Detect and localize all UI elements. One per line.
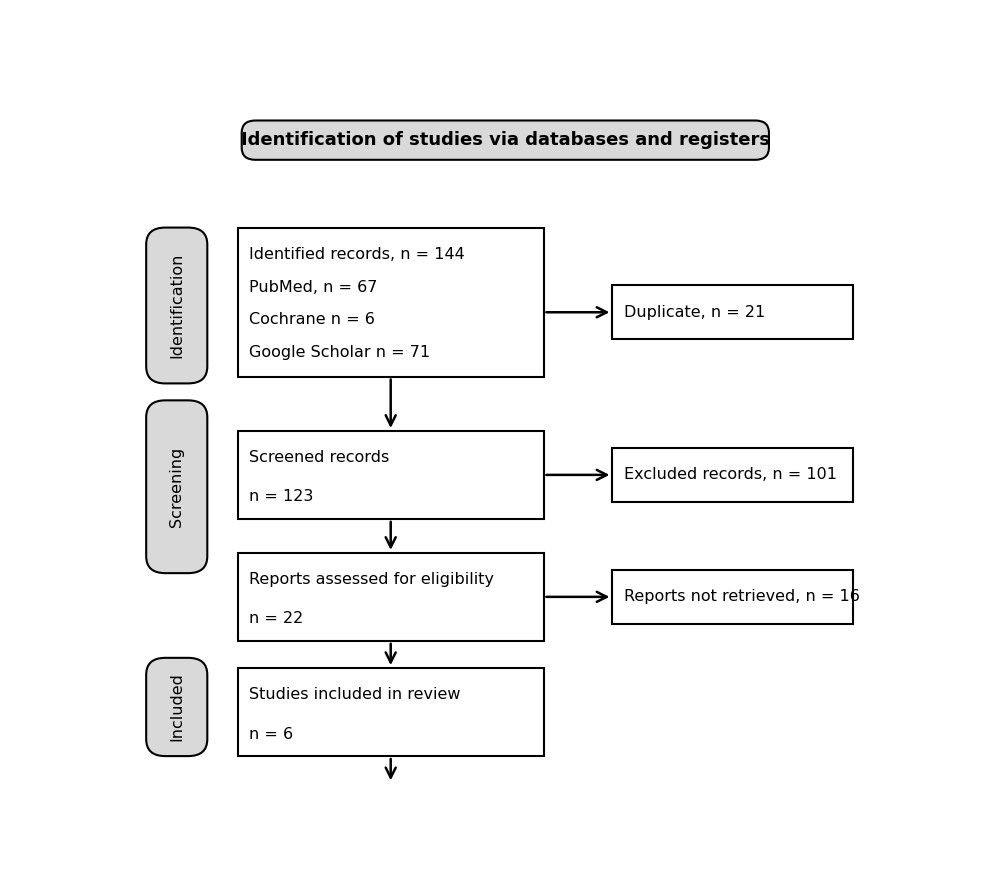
Text: n = 6: n = 6: [249, 727, 294, 742]
Text: Reports assessed for eligibility: Reports assessed for eligibility: [249, 572, 494, 587]
Bar: [238, 553, 543, 641]
Text: Included: Included: [170, 672, 184, 742]
Text: Identified records, n = 144: Identified records, n = 144: [249, 247, 465, 262]
Text: Screening: Screening: [170, 447, 184, 527]
FancyBboxPatch shape: [242, 121, 769, 160]
Bar: [612, 448, 853, 502]
Bar: [612, 569, 853, 624]
Text: n = 123: n = 123: [249, 489, 314, 504]
Bar: [238, 228, 543, 377]
Text: Identification of studies via databases and registers: Identification of studies via databases …: [241, 131, 770, 149]
Text: PubMed, n = 67: PubMed, n = 67: [249, 280, 378, 295]
Text: n = 22: n = 22: [249, 612, 304, 627]
Text: Cochrane n = 6: Cochrane n = 6: [249, 312, 376, 327]
Text: Duplicate, n = 21: Duplicate, n = 21: [624, 304, 765, 319]
Text: Studies included in review: Studies included in review: [249, 687, 460, 702]
FancyBboxPatch shape: [146, 400, 207, 573]
Text: Reports not retrieved, n = 16: Reports not retrieved, n = 16: [624, 590, 860, 605]
Text: Screened records: Screened records: [249, 450, 389, 465]
Text: Google Scholar n = 71: Google Scholar n = 71: [249, 345, 431, 360]
FancyBboxPatch shape: [146, 658, 207, 756]
FancyBboxPatch shape: [146, 228, 207, 384]
Text: Identification: Identification: [170, 253, 184, 358]
Bar: [238, 668, 543, 756]
Text: Excluded records, n = 101: Excluded records, n = 101: [624, 467, 837, 482]
Bar: [612, 285, 853, 340]
Bar: [238, 431, 543, 519]
